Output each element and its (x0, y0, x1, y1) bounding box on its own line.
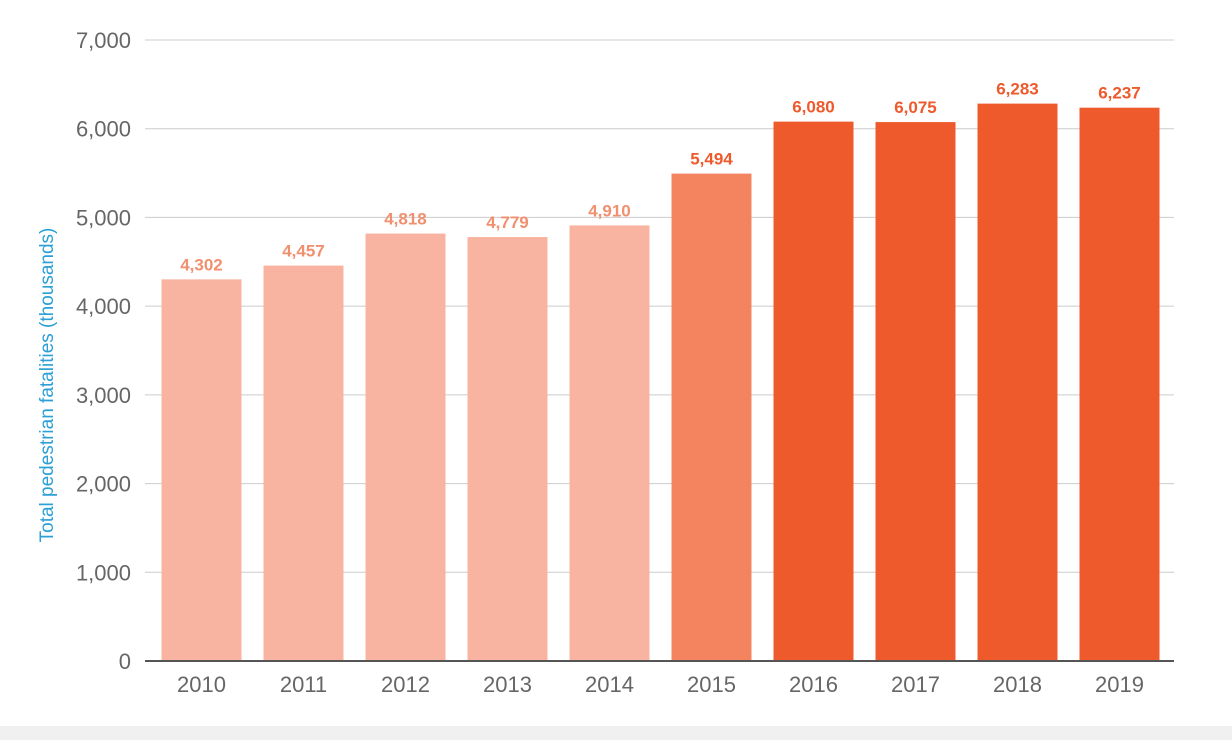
bar (1079, 107, 1160, 661)
y-tick-label: 3,000 (76, 383, 131, 408)
bar (569, 225, 650, 662)
data-label: 4,910 (588, 201, 631, 220)
data-label: 6,283 (996, 80, 1039, 99)
y-tick-label: 0 (119, 649, 131, 674)
bar (977, 103, 1058, 661)
data-label: 4,779 (486, 213, 529, 232)
data-label: 6,237 (1098, 84, 1141, 103)
data-label: 6,080 (792, 98, 835, 117)
bar (773, 121, 854, 662)
data-label: 4,818 (384, 210, 427, 229)
y-axis-label: Total pedestrian fatalities (thousands) (37, 228, 58, 543)
bottom-strip (0, 726, 1232, 740)
bar (875, 122, 956, 661)
data-label: 4,457 (282, 242, 325, 261)
bar (365, 233, 446, 661)
y-tick-label: 4,000 (76, 294, 131, 319)
bars (161, 103, 1160, 662)
x-tick-label: 2013 (483, 672, 532, 697)
x-tick-label: 2019 (1095, 672, 1144, 697)
x-tick-label: 2018 (993, 672, 1042, 697)
y-tick-label: 7,000 (76, 28, 131, 53)
x-tick-label: 2010 (177, 672, 226, 697)
data-label: 6,075 (894, 98, 937, 117)
bar (263, 265, 344, 661)
x-tick-label: 2012 (381, 672, 430, 697)
y-tick-label: 6,000 (76, 117, 131, 142)
data-label: 5,494 (690, 150, 733, 169)
x-tick-label: 2015 (687, 672, 736, 697)
y-tick-label: 5,000 (76, 205, 131, 230)
bar (161, 279, 242, 661)
bar (467, 237, 548, 661)
bar (671, 173, 752, 662)
y-axis-ticks: 0 1,000 2,000 3,000 4,000 5,000 6,000 7,000 (76, 28, 131, 674)
data-labels: 4,302 4,457 4,818 4,779 4,910 5,494 6,080 6,075… (180, 80, 1141, 275)
data-label: 4,302 (180, 255, 223, 274)
x-tick-label: 2011 (280, 672, 327, 697)
x-axis-ticks: 2010 2011 2012 2013 2014 2015 2016 2017 2018 2019 (177, 672, 1144, 697)
x-tick-label: 2014 (585, 672, 634, 697)
x-tick-label: 2017 (891, 672, 940, 697)
y-tick-label: 2,000 (76, 472, 131, 497)
x-tick-label: 2016 (789, 672, 838, 697)
y-tick-label: 1,000 (76, 560, 131, 585)
